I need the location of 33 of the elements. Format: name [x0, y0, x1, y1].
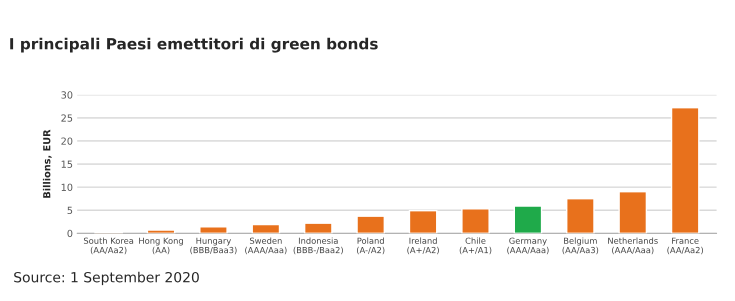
- chart-title: I principali Paesi emettitori di green bonds: [10, 38, 378, 53]
- y-axis-title: Billions, EUR: [42, 130, 52, 198]
- x-tick-label: Chile (A+/A1): [460, 237, 492, 254]
- x-tick-label: France (AA/Aa2): [667, 238, 703, 254]
- y-tick-label: 5: [68, 206, 72, 214]
- bar: [304, 222, 333, 234]
- x-tick-label: Hong Kong (AA): [139, 238, 183, 254]
- x-tick-label: Netherlands (AAA/Aaa): [608, 237, 658, 254]
- y-tick-label: 30: [61, 91, 72, 99]
- y-tick-label: 15: [62, 160, 72, 168]
- source-note: Source: 1 September 2020: [14, 272, 199, 286]
- x-tick-label: Sweden (AAA/Aaa): [245, 237, 287, 254]
- y-tick-label: 25: [61, 114, 72, 122]
- x-tick-label: Indonesia (BBB-/Baa2): [294, 237, 343, 254]
- x-tick-label: South Korea (AA/Aa2): [84, 237, 134, 254]
- x-tick-label: Hungary (BBB/Baa3): [190, 238, 237, 254]
- bar: [252, 224, 280, 234]
- bar: [514, 205, 542, 234]
- bar: [199, 226, 228, 234]
- bar: [356, 216, 386, 234]
- x-tick-label: Ireland (A+/A2): [407, 237, 439, 254]
- x-tick-label: Germany (AAA/Aaa): [507, 238, 549, 254]
- bar: [408, 210, 438, 234]
- bar: [146, 229, 176, 234]
- y-tick-label: 20: [61, 137, 72, 145]
- bar: [566, 198, 595, 234]
- bar: [461, 208, 490, 234]
- y-tick-label: 0: [67, 230, 72, 238]
- x-tick-label: Belgium (AA/Aa3): [562, 237, 598, 254]
- x-tick-label: Poland (A-/A2): [356, 237, 384, 254]
- y-tick-label: 10: [62, 184, 72, 191]
- bar: [670, 107, 700, 234]
- bar: [618, 191, 648, 234]
